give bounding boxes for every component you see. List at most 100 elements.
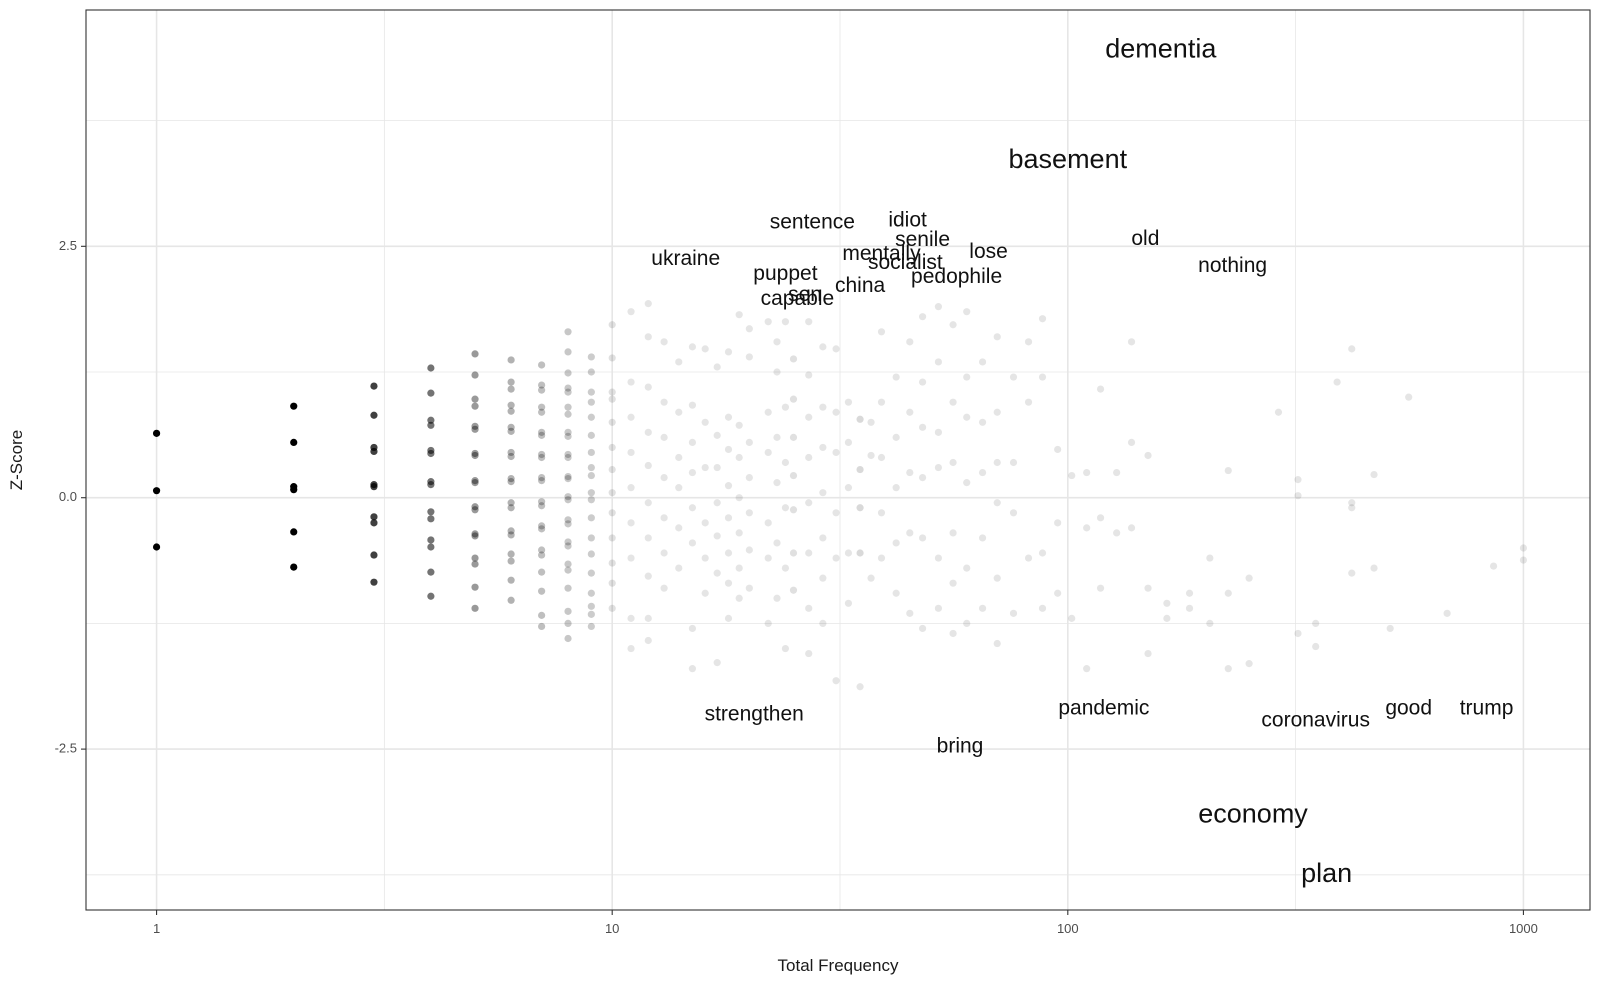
data-point — [1024, 338, 1033, 346]
data-point — [906, 338, 914, 346]
data-point — [538, 453, 546, 462]
word-label: sentence — [770, 211, 855, 234]
data-point — [471, 604, 479, 612]
data-point — [877, 328, 886, 336]
data-point — [538, 431, 546, 439]
data-point — [608, 388, 616, 396]
word-label: old — [1131, 227, 1159, 250]
data-point — [370, 513, 378, 521]
data-point — [290, 438, 298, 447]
data-point — [1113, 468, 1121, 477]
data-point — [1038, 549, 1047, 557]
data-point — [832, 554, 840, 562]
data-point — [688, 504, 697, 512]
word-label: sen — [788, 283, 822, 306]
data-point — [832, 408, 840, 416]
data-point — [993, 499, 1001, 507]
data-point — [538, 546, 546, 554]
data-point — [1127, 438, 1136, 447]
data-point — [564, 472, 572, 481]
data-point — [427, 449, 435, 458]
word-label: bring — [937, 735, 984, 758]
data-point — [564, 384, 572, 392]
word-label: senile — [895, 228, 950, 251]
data-point — [781, 318, 790, 326]
data-point — [627, 308, 635, 316]
data-point — [856, 504, 864, 512]
data-point — [564, 496, 572, 504]
data-point — [564, 516, 572, 524]
data-point — [675, 408, 683, 416]
data-point — [608, 559, 616, 567]
data-point — [587, 496, 595, 504]
data-point — [1009, 373, 1018, 381]
data-point — [507, 401, 515, 409]
data-point — [564, 453, 572, 462]
data-point — [608, 443, 616, 452]
data-point — [918, 423, 927, 431]
data-point — [152, 429, 161, 437]
data-point — [675, 484, 683, 492]
data-point — [1024, 554, 1033, 562]
data-point — [906, 609, 914, 617]
data-point — [1185, 589, 1194, 597]
data-point — [1206, 554, 1214, 562]
data-point — [627, 614, 635, 622]
data-point — [538, 525, 546, 533]
data-point — [507, 499, 515, 507]
data-point — [963, 619, 971, 628]
data-point — [370, 578, 378, 586]
word-label: mentally — [842, 242, 921, 265]
data-point — [735, 594, 743, 602]
data-point — [507, 596, 515, 604]
data-point — [1348, 569, 1356, 577]
data-point — [805, 453, 813, 462]
data-point — [934, 428, 943, 436]
data-point — [564, 538, 572, 546]
data-point — [745, 438, 753, 447]
data-point — [1068, 471, 1076, 480]
data-point — [370, 519, 378, 527]
data-point — [538, 551, 546, 559]
data-point — [427, 508, 435, 516]
data-point — [688, 539, 697, 547]
data-point — [644, 300, 652, 308]
data-point — [1163, 614, 1171, 622]
data-point — [832, 448, 840, 457]
data-point — [745, 584, 753, 592]
data-point — [856, 465, 864, 474]
data-point — [1068, 614, 1076, 622]
data-point — [1312, 642, 1320, 651]
data-point — [1096, 584, 1105, 592]
data-point — [507, 427, 515, 435]
data-point — [701, 418, 709, 426]
data-point — [1096, 514, 1105, 522]
data-point — [1083, 468, 1091, 477]
data-point — [978, 534, 987, 542]
data-point — [918, 473, 927, 482]
data-point — [471, 422, 479, 430]
data-point — [892, 589, 900, 597]
data-point — [587, 569, 595, 577]
data-point — [978, 418, 987, 426]
data-point — [427, 421, 435, 429]
data-point — [471, 477, 479, 485]
data-point — [764, 448, 772, 457]
data-point — [587, 388, 595, 396]
data-point — [564, 328, 572, 336]
data-point — [507, 407, 515, 415]
data-point — [1294, 492, 1302, 500]
data-point — [564, 475, 572, 483]
data-point — [1224, 589, 1232, 597]
data-point — [660, 398, 668, 406]
word-label: socialist — [868, 251, 943, 274]
data-point — [427, 416, 435, 424]
data-point — [608, 579, 616, 587]
data-point — [918, 624, 927, 633]
data-point — [1054, 589, 1062, 597]
data-point — [660, 584, 668, 592]
x-tick-label: 1 — [153, 921, 160, 936]
data-point — [538, 477, 546, 485]
data-point — [564, 566, 572, 574]
data-point — [608, 354, 616, 362]
